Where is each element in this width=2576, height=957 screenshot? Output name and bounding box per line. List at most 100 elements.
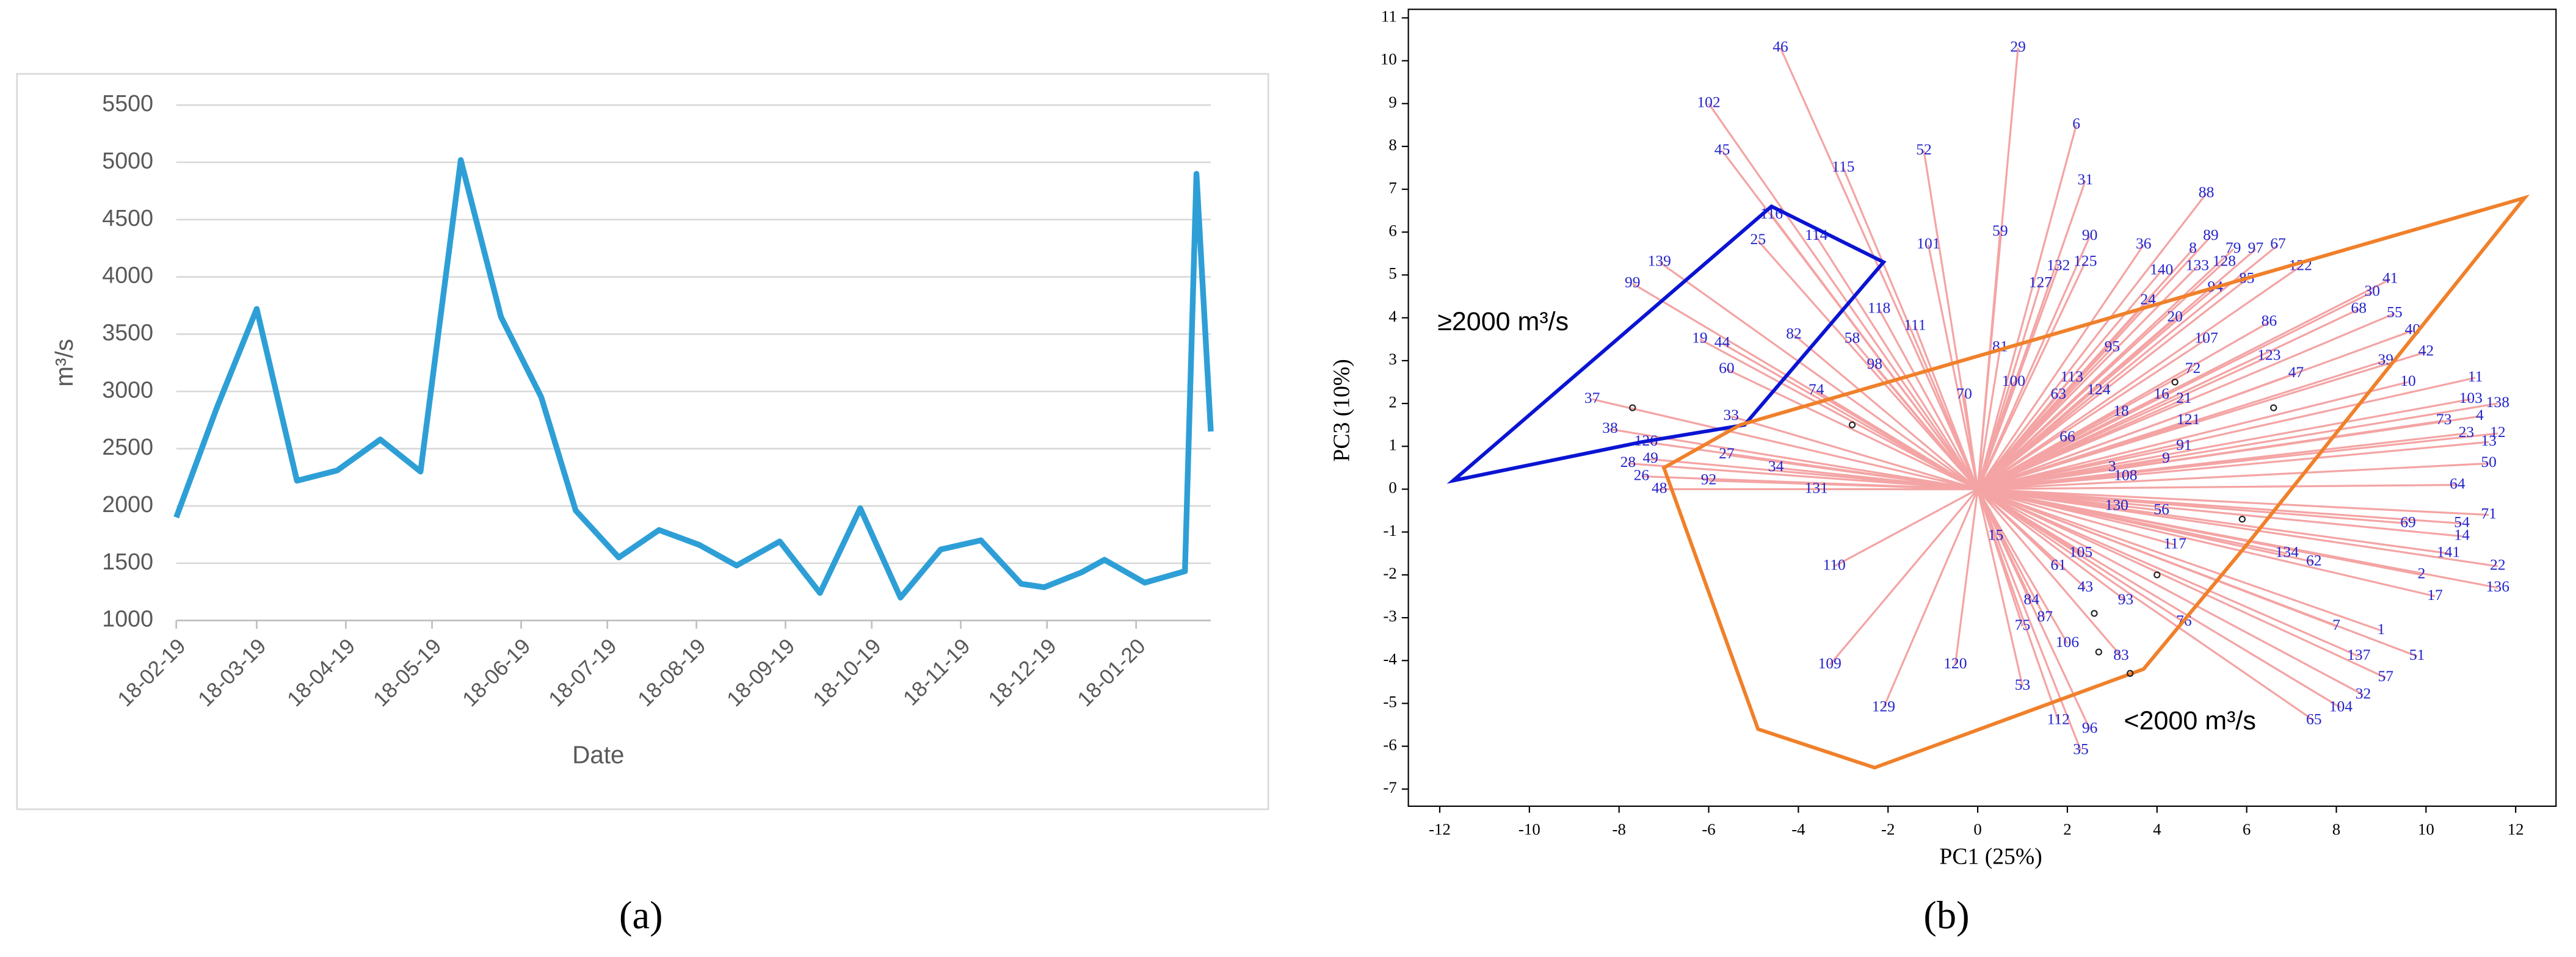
loading-vector — [1592, 398, 1978, 491]
vector-label: 60 — [1719, 359, 1735, 377]
loading-vector — [1977, 488, 2185, 623]
x-tick-label: -6 — [1702, 820, 1715, 838]
vector-label: 112 — [2047, 710, 2070, 728]
loading-vector — [1977, 488, 2418, 657]
loading-vector — [1878, 308, 1979, 490]
vector-label: 84 — [2023, 590, 2039, 608]
vector-label: 6 — [2072, 115, 2080, 132]
y-tick-label: 9 — [1388, 93, 1396, 111]
loading-vector — [1977, 372, 2296, 490]
vector-label: 52 — [1916, 140, 1932, 158]
y-tick-label: 8 — [1388, 135, 1396, 154]
loading-vector — [1708, 103, 1979, 490]
loading-vector — [1977, 389, 2100, 490]
vector-label: 37 — [1584, 389, 1600, 406]
loading-vector — [1730, 415, 1978, 491]
y-tick-label: 5500 — [102, 90, 153, 116]
loading-vector — [1977, 398, 2472, 491]
vector-label: 35 — [2073, 740, 2089, 758]
group-annotation: ≥2000 m³/s — [1437, 307, 1569, 336]
loading-vector — [1977, 488, 2315, 721]
score-point — [2095, 648, 2102, 655]
vector-label: 59 — [1992, 222, 2008, 239]
vector-label: 95 — [2105, 338, 2121, 355]
x-tick-label: 6 — [2243, 820, 2251, 838]
x-tick-label: -8 — [1613, 820, 1626, 838]
vector-label: 12 — [2490, 423, 2506, 441]
loading-vector — [1977, 265, 2301, 490]
vector-label: 31 — [2078, 170, 2094, 188]
vector-label: 61 — [2050, 556, 2066, 574]
vector-label: 25 — [1751, 230, 1766, 248]
y-tick-label: 2 — [1388, 392, 1396, 411]
vector-label: 125 — [2073, 251, 2097, 269]
loading-vector — [1699, 338, 1978, 490]
loading-vector — [1977, 432, 2498, 491]
vector-label: 56 — [2153, 500, 2169, 518]
vector-label: 121 — [2177, 410, 2200, 428]
vector-label: 21 — [2176, 389, 2192, 406]
vector-label: 54 — [2454, 513, 2470, 530]
loading-vector — [1977, 398, 2185, 490]
x-tick-label: 18-05-19 — [369, 634, 446, 712]
loading-vector — [1976, 488, 2082, 751]
x-tick-label: -4 — [1791, 820, 1805, 838]
loading-vector — [1977, 445, 2185, 491]
loading-vector — [1977, 488, 2386, 679]
loading-vector — [1658, 261, 1979, 490]
y-tick-label: -7 — [1383, 778, 1396, 796]
loading-vector — [1977, 377, 2476, 491]
vector-label: 105 — [2069, 543, 2092, 561]
vector-label: 88 — [2199, 183, 2215, 201]
x-tick-label: -2 — [1881, 820, 1895, 838]
vector-label: 109 — [1818, 654, 1841, 672]
vector-label: 130 — [2105, 496, 2128, 513]
vector-label: 29 — [2010, 37, 2026, 55]
vector-label: 28 — [1620, 453, 1636, 471]
vector-label: 45 — [1714, 140, 1730, 158]
vector-label: 64 — [2450, 474, 2465, 492]
vector-label: 19 — [1692, 329, 1708, 347]
vector-label: 72 — [2185, 359, 2201, 377]
loading-vector — [1977, 466, 2113, 491]
loading-vector — [1976, 232, 2001, 489]
y-tick-label: 1 — [1388, 435, 1396, 453]
y-tick-label: 6 — [1388, 221, 1396, 239]
vector-label: 87 — [2037, 607, 2053, 625]
loading-vector — [1963, 394, 1979, 489]
vector-label: 120 — [1943, 654, 1967, 672]
vector-label: 13 — [2481, 432, 2497, 449]
loading-vector — [1977, 488, 2462, 538]
x-tick-label: 18-01-20 — [1073, 634, 1150, 712]
loading-vector — [1726, 453, 1978, 491]
loading-vector — [1977, 475, 2126, 491]
y-axis-label: m³/s — [50, 339, 78, 386]
x-axis-label: PC1 (25%) — [1939, 843, 2042, 869]
loading-vector — [1793, 334, 1979, 490]
x-tick-label: 12 — [2508, 820, 2524, 838]
vector-label: 22 — [2490, 556, 2506, 574]
vector-label: 70 — [1956, 385, 1972, 402]
x-tick-label: 18-11-19 — [899, 634, 975, 710]
loading-vector — [1976, 488, 2059, 721]
y-tick-label: 11 — [1381, 7, 1397, 25]
vector-label: 38 — [1602, 419, 1618, 436]
loading-vector — [1977, 488, 2498, 589]
vector-label: 98 — [1867, 355, 1882, 372]
y-tick-label: 2000 — [102, 491, 153, 517]
score-point — [2153, 571, 2161, 579]
group-hull — [1446, 204, 1887, 484]
vector-label: 10 — [2400, 372, 2416, 389]
vector-label: 90 — [2082, 226, 2098, 244]
loading-vector — [1977, 488, 2342, 709]
loading-vector — [1609, 428, 1978, 491]
x-axis-label: Date — [572, 741, 624, 769]
vector-label: 137 — [2347, 646, 2371, 663]
score-point — [1629, 404, 1636, 411]
vector-label: 82 — [1786, 325, 1802, 342]
loading-vector — [1977, 436, 2068, 490]
vector-label: 42 — [2418, 342, 2434, 359]
vector-label: 106 — [2056, 633, 2080, 651]
vector-label: 32 — [2356, 684, 2371, 702]
